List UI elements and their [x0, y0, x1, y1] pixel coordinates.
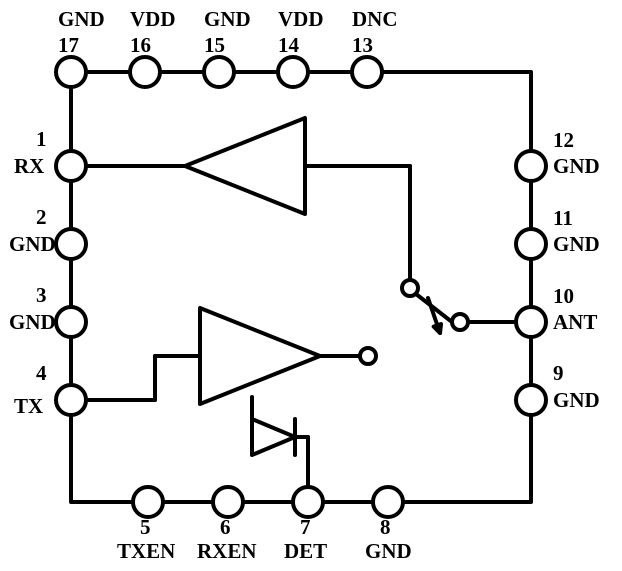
pin-1: [56, 151, 86, 181]
pin-number: 2: [36, 205, 47, 229]
pin-6: [213, 487, 243, 517]
pin-number: 8: [380, 515, 391, 539]
pin-number: 12: [553, 128, 574, 152]
pin-label: ANT: [553, 310, 597, 334]
pin-label: GND: [204, 7, 251, 31]
pin-number: 11: [553, 206, 573, 230]
pin-label: RXEN: [197, 539, 257, 563]
switch-terminal-tx: [360, 348, 376, 364]
pin-12: [516, 151, 546, 181]
pin-number: 4: [36, 361, 47, 385]
pin-label: DNC: [352, 7, 398, 31]
pin-8: [373, 487, 403, 517]
pin-label: VDD: [278, 7, 324, 31]
pin-number: 17: [58, 33, 79, 57]
pin-number: 16: [130, 33, 151, 57]
pin-15: [204, 57, 234, 87]
pin-label: GND: [365, 539, 412, 563]
pin-number: 14: [278, 33, 300, 57]
pin-number: 10: [553, 284, 574, 308]
pin-13: [352, 57, 382, 87]
pin-label: GND: [553, 388, 600, 412]
pin-label: GND: [9, 310, 56, 334]
switch-terminal-common: [452, 314, 468, 330]
pin-17: [56, 57, 86, 87]
pin-label: GND: [553, 232, 600, 256]
pin-number: 13: [352, 33, 373, 57]
pin-16: [130, 57, 160, 87]
pin-number: 5: [140, 515, 151, 539]
chip-pinout-diagram: 17GND16VDD15GND14VDD13DNC1RX2GND3GND4TX5…: [0, 0, 622, 571]
pin-14: [278, 57, 308, 87]
pin-11: [516, 229, 546, 259]
pin-4: [56, 385, 86, 415]
pin-label: GND: [58, 7, 105, 31]
pin-7: [293, 487, 323, 517]
pin-number: 9: [553, 361, 564, 385]
pin-label: RX: [14, 154, 44, 178]
pin-number: 6: [220, 515, 231, 539]
pin-3: [56, 307, 86, 337]
pin-label: TX: [14, 394, 43, 418]
pin-2: [56, 229, 86, 259]
pin-9: [516, 385, 546, 415]
pin-label: TXEN: [117, 539, 175, 563]
pin-10: [516, 307, 546, 337]
pin-number: 1: [36, 127, 47, 151]
pin-label: GND: [9, 232, 56, 256]
pin-number: 15: [204, 33, 225, 57]
pin-label: GND: [553, 154, 600, 178]
pin-label: VDD: [130, 7, 176, 31]
pin-number: 7: [300, 515, 311, 539]
pin-label: DET: [284, 539, 327, 563]
pin-number: 3: [36, 283, 47, 307]
pin-5: [133, 487, 163, 517]
